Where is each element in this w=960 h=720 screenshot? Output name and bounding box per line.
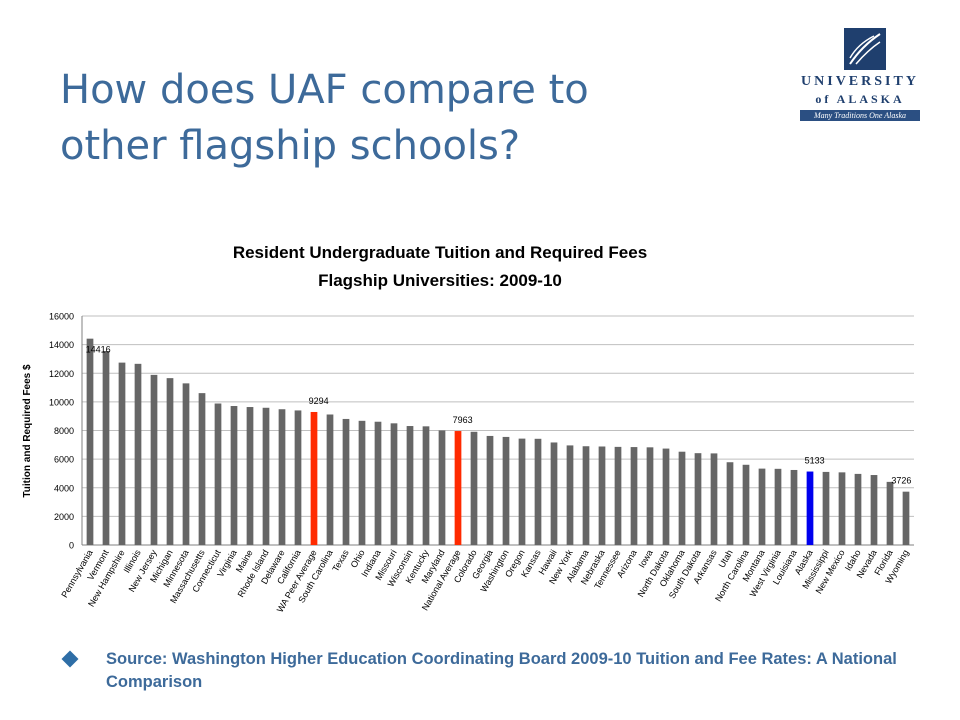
bar bbox=[614, 446, 622, 545]
y-tick-label: 4000 bbox=[54, 483, 74, 493]
bar bbox=[246, 407, 254, 545]
data-label: 5133 bbox=[805, 456, 825, 466]
bar bbox=[710, 453, 718, 545]
bar bbox=[118, 362, 126, 545]
bar bbox=[390, 423, 398, 545]
bar bbox=[422, 426, 430, 545]
bar bbox=[454, 431, 462, 545]
university-logo: UNIVERSITY of ALASKA Many Traditions One… bbox=[800, 28, 920, 128]
bar bbox=[150, 374, 158, 545]
bar bbox=[854, 473, 862, 545]
bar bbox=[358, 420, 366, 545]
bar bbox=[550, 442, 558, 545]
y-tick-label: 2000 bbox=[54, 512, 74, 522]
data-label: 7963 bbox=[453, 415, 473, 425]
y-tick-label: 8000 bbox=[54, 426, 74, 436]
bar bbox=[582, 446, 590, 545]
bar bbox=[294, 410, 302, 545]
bar bbox=[646, 447, 654, 545]
bar bbox=[342, 418, 350, 545]
bar bbox=[310, 411, 318, 545]
university-seal-icon bbox=[844, 28, 886, 70]
bar bbox=[902, 491, 910, 545]
bar bbox=[102, 351, 110, 545]
bar bbox=[278, 409, 286, 545]
bar bbox=[758, 468, 766, 545]
y-tick-label: 14000 bbox=[49, 340, 74, 350]
bar bbox=[534, 438, 542, 545]
bar bbox=[230, 406, 238, 545]
bar bbox=[134, 363, 142, 545]
bar bbox=[486, 435, 494, 545]
y-tick-label: 12000 bbox=[49, 369, 74, 379]
bar bbox=[870, 475, 878, 545]
bar bbox=[374, 421, 382, 545]
bar bbox=[166, 378, 174, 545]
bar bbox=[838, 472, 846, 545]
bar bbox=[470, 431, 478, 545]
bar bbox=[182, 383, 190, 545]
bar bbox=[566, 445, 574, 545]
y-tick-label: 10000 bbox=[49, 397, 74, 407]
bar bbox=[806, 471, 814, 545]
chart-subtitle: Flagship Universities: 2009-10 bbox=[318, 271, 562, 290]
bar bbox=[662, 448, 670, 545]
y-axis-label: Tuition and Required Fees $ bbox=[22, 364, 33, 498]
bar bbox=[822, 471, 830, 545]
bar bbox=[726, 462, 734, 545]
source-note: Source: Washington Higher Education Coor… bbox=[61, 648, 922, 694]
bar bbox=[694, 453, 702, 545]
bar bbox=[198, 393, 206, 545]
bar bbox=[886, 481, 894, 545]
bar bbox=[790, 469, 798, 545]
data-label: 3726 bbox=[891, 476, 911, 486]
bar bbox=[678, 451, 686, 545]
bar bbox=[86, 338, 94, 545]
data-label: 9294 bbox=[309, 396, 329, 406]
bar bbox=[518, 438, 526, 545]
logo-subname: of ALASKA bbox=[815, 92, 905, 106]
bar bbox=[406, 426, 414, 545]
slide-title: How does UAF compare to other flagship s… bbox=[60, 67, 589, 169]
bar bbox=[326, 414, 334, 545]
bar bbox=[214, 403, 222, 545]
logo-tagline: Many Traditions One Alaska bbox=[800, 110, 920, 121]
plot-area: 0200040006000800010000120001400016000Pen… bbox=[49, 312, 914, 614]
y-tick-label: 16000 bbox=[49, 312, 74, 322]
bar bbox=[438, 430, 446, 545]
bar bbox=[742, 464, 750, 545]
bar bbox=[502, 436, 510, 545]
y-tick-label: 6000 bbox=[54, 455, 74, 465]
chart-title: Resident Undergraduate Tuition and Requi… bbox=[233, 243, 647, 262]
source-text: Source: Washington Higher Education Coor… bbox=[106, 650, 897, 691]
x-tick-label: Texas bbox=[330, 548, 351, 574]
logo-name: UNIVERSITY bbox=[801, 74, 919, 89]
tuition-bar-chart: Resident Undergraduate Tuition and Requi… bbox=[22, 243, 914, 614]
bar bbox=[598, 446, 606, 545]
bar bbox=[262, 407, 270, 545]
data-label: 14416 bbox=[86, 345, 111, 355]
diamond-bullet-icon bbox=[61, 650, 79, 668]
y-tick-label: 0 bbox=[69, 541, 74, 551]
bar bbox=[774, 468, 782, 545]
bar bbox=[630, 447, 638, 545]
